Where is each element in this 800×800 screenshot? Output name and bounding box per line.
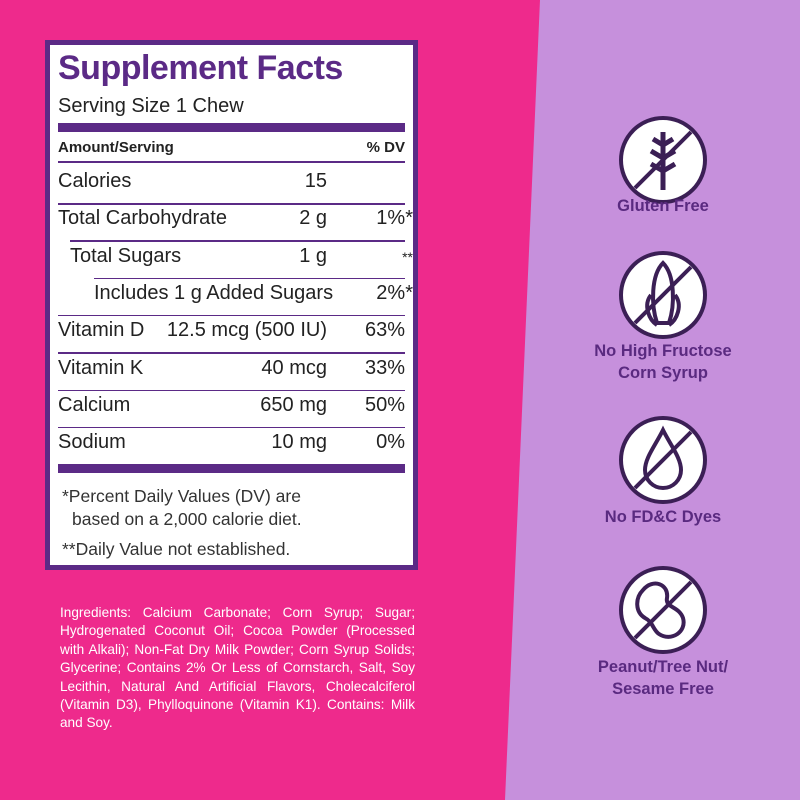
row-amount: 650 mg <box>260 393 327 416</box>
row-dv: 50% <box>364 393 405 416</box>
row-amount: 40 mcg <box>261 356 327 379</box>
row-dv: 1%* <box>376 207 413 230</box>
rule <box>70 240 405 242</box>
badge-line: Sesame Free <box>612 680 714 698</box>
thick-rule <box>58 464 405 474</box>
badge-line: No FD&C Dyes <box>604 508 722 526</box>
badge-label: No High Fructose Corn Syrup <box>560 340 766 384</box>
corn-icon <box>619 251 707 339</box>
row-label: Total Carbohydrate <box>58 207 227 230</box>
facts-panel: Supplement Facts Serving Size 1 Chew Amo… <box>45 40 418 570</box>
row-label: Total Sugars <box>70 244 182 267</box>
row-dv: 2%* <box>376 281 413 304</box>
row-label: Calcium <box>58 393 131 416</box>
badge-line: Peanut/Tree Nut/ <box>597 658 729 676</box>
serving-size: Serving Size 1 Chew <box>58 95 244 117</box>
dv-header: % DV <box>366 139 405 156</box>
badge-line: Corn Syrup <box>618 364 708 382</box>
footnote: **Daily Value not established. <box>62 539 291 560</box>
rule <box>58 314 405 317</box>
rule <box>58 426 405 429</box>
gluten-icon <box>619 116 707 204</box>
row-amount: 2 g <box>299 207 327 230</box>
row-label: Vitamin K <box>58 356 144 379</box>
badge-label: Gluten Free <box>560 195 766 217</box>
badge-line: Gluten Free <box>617 197 709 215</box>
badge-line: No High Fructose <box>594 342 732 360</box>
row-dv: 63% <box>364 319 405 342</box>
row-amount: 12.5 mcg (500 IU) <box>166 319 327 342</box>
rule <box>94 277 405 280</box>
row-amount: 15 <box>304 170 327 192</box>
amount-header: Amount/Serving <box>58 139 174 156</box>
ingredients: Ingredients: Calcium Carbonate; Corn Syr… <box>60 605 415 731</box>
badge-label: Peanut/Tree Nut/Sesame Free <box>560 656 766 700</box>
row-dv: ** <box>402 248 413 265</box>
thick-rule <box>58 123 405 132</box>
row-amount: 10 mg <box>271 431 327 454</box>
row-label: Calories <box>58 170 132 192</box>
rule <box>58 161 405 163</box>
rule <box>58 352 405 354</box>
footnote: based on a 2,000 calorie diet. <box>72 509 302 530</box>
peanut-icon <box>619 566 707 654</box>
badge-label: No FD&C Dyes <box>560 506 766 528</box>
row-label: Vitamin D <box>58 319 145 342</box>
row-amount: 1 g <box>299 244 327 267</box>
row-dv: 33% <box>364 356 405 379</box>
row-dv: 0% <box>376 431 405 454</box>
row-label: Includes 1 g Added Sugars <box>94 281 334 304</box>
dye-icon <box>619 416 707 504</box>
rule <box>58 203 405 205</box>
row-label: Sodium <box>58 431 126 454</box>
footnote: *Percent Daily Values (DV) are <box>62 486 301 507</box>
facts-title: Supplement Facts <box>58 49 343 87</box>
rule <box>58 389 405 391</box>
